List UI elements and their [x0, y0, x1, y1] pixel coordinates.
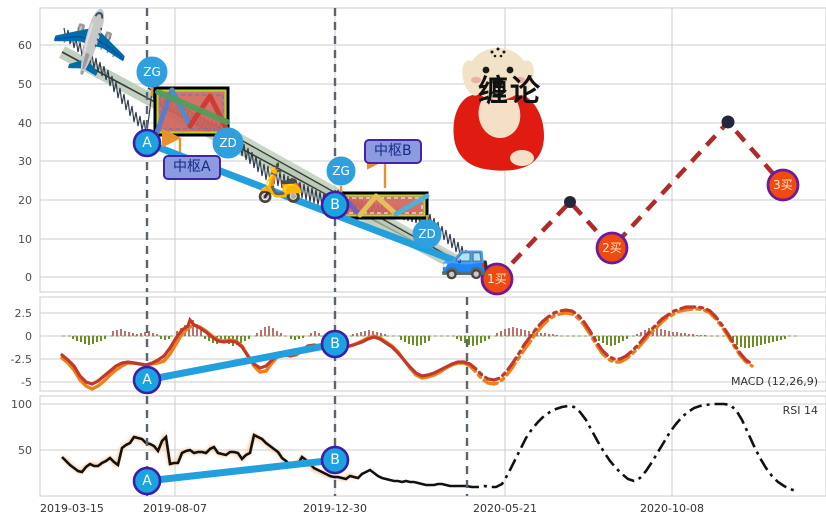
rsi-divergence-line — [143, 456, 339, 485]
pivot-label-A: 中枢A — [163, 155, 221, 181]
forecast-peak-dot-1 — [564, 196, 576, 208]
ytick-price-1: 50 — [18, 78, 32, 91]
y-axis-price: 60 50 40 30 20 10 0 — [18, 39, 32, 284]
marker-A-macd[interactable]: A — [132, 365, 162, 395]
rsi-markers: A B — [132, 445, 350, 496]
xtick-label-4: 2020-10-08 — [640, 502, 704, 515]
marker-zg-2[interactable]: ZG — [326, 156, 356, 186]
macd-main-line — [60, 305, 754, 386]
marker-A-rsi[interactable]: A — [132, 466, 162, 496]
marker-buy-2[interactable]: 2买 — [595, 231, 629, 265]
ytick-macd-0: 2.5 — [15, 307, 33, 320]
marker-A-price-label: A — [142, 135, 152, 151]
forecast-zigzag — [495, 115, 785, 281]
marker-A-macd-label: A — [142, 372, 152, 388]
price-markers: ZG ZD ZG ZD A B — [132, 56, 800, 296]
watermark-monk-dog-icon — [453, 47, 544, 171]
xtick-label-1: 2019-08-07 — [143, 502, 207, 515]
marker-buy-3[interactable]: 3买 — [766, 168, 800, 202]
xtick-label-3: 2020-05-21 — [473, 502, 537, 515]
ytick-macd-3: -5 — [21, 376, 32, 389]
marker-zg-1-label: ZG — [143, 65, 161, 79]
forecast-peak-dot-2 — [721, 115, 735, 129]
ytick-macd-1: 0 — [25, 330, 32, 343]
marker-A-rsi-label: A — [142, 473, 152, 489]
car-emoji: 🚙 — [440, 235, 490, 281]
ytick-price-3: 30 — [18, 155, 32, 168]
watermark-text: 缠论 — [478, 74, 542, 109]
marker-buy-1-label: 1买 — [487, 272, 507, 286]
macd-markers: A B — [132, 329, 350, 395]
marker-B-price[interactable]: B — [320, 190, 350, 220]
marker-buy-3-label: 3买 — [773, 178, 793, 192]
marker-buy-2-label: 2买 — [602, 241, 622, 255]
marker-buy-1[interactable]: 1买 — [480, 262, 514, 296]
macd-panel-tag: MACD (12,26,9) — [731, 375, 818, 388]
scooter-emoji: 🛵 — [256, 160, 304, 204]
pivot-label-B: 中枢B — [364, 139, 422, 165]
marker-B-rsi-label: B — [330, 452, 340, 468]
y-axis-rsi: 100 50 — [11, 398, 32, 457]
pivot-box-A — [153, 86, 231, 138]
macd-divergence-line — [143, 340, 339, 384]
y-axis-macd: 2.5 0 -2.5 -5 — [11, 307, 32, 389]
marker-B-macd-label: B — [330, 336, 340, 352]
rsi-panel-tag: RSI 14 — [783, 404, 818, 417]
rsi-line — [61, 402, 797, 493]
ytick-price-4: 20 — [18, 194, 32, 207]
marker-A-price[interactable]: A — [132, 128, 162, 158]
marker-zg-1[interactable]: ZG — [136, 56, 168, 88]
ytick-price-5: 10 — [18, 233, 32, 246]
macd-panel-content — [60, 305, 800, 391]
marker-zd-2-label: ZD — [418, 227, 435, 241]
ytick-macd-2: -2.5 — [11, 353, 32, 366]
x-axis-labels: 2019-03-15 2019-08-07 2019-12-30 2020-05… — [40, 502, 704, 515]
ytick-price-6: 0 — [25, 271, 32, 284]
marker-B-price-label: B — [330, 197, 340, 213]
marker-B-rsi[interactable]: B — [320, 445, 350, 475]
marker-zd-1-label: ZD — [219, 136, 236, 150]
marker-B-macd[interactable]: B — [320, 329, 350, 359]
rsi-panel-content — [60, 402, 797, 493]
grid-horizontal-rsi — [40, 403, 826, 451]
marker-zd-2[interactable]: ZD — [412, 219, 442, 249]
marker-zd-1[interactable]: ZD — [212, 127, 244, 159]
pivot-box-B — [338, 191, 430, 220]
ytick-rsi-0: 100 — [11, 398, 32, 411]
ytick-rsi-1: 50 — [18, 444, 32, 457]
xtick-label-0: 2019-03-15 — [40, 502, 104, 515]
ytick-price-0: 60 — [18, 39, 32, 52]
ytick-price-2: 40 — [18, 117, 32, 130]
marker-zg-2-label: ZG — [332, 164, 350, 178]
xtick-label-2: 2019-12-30 — [303, 502, 367, 515]
